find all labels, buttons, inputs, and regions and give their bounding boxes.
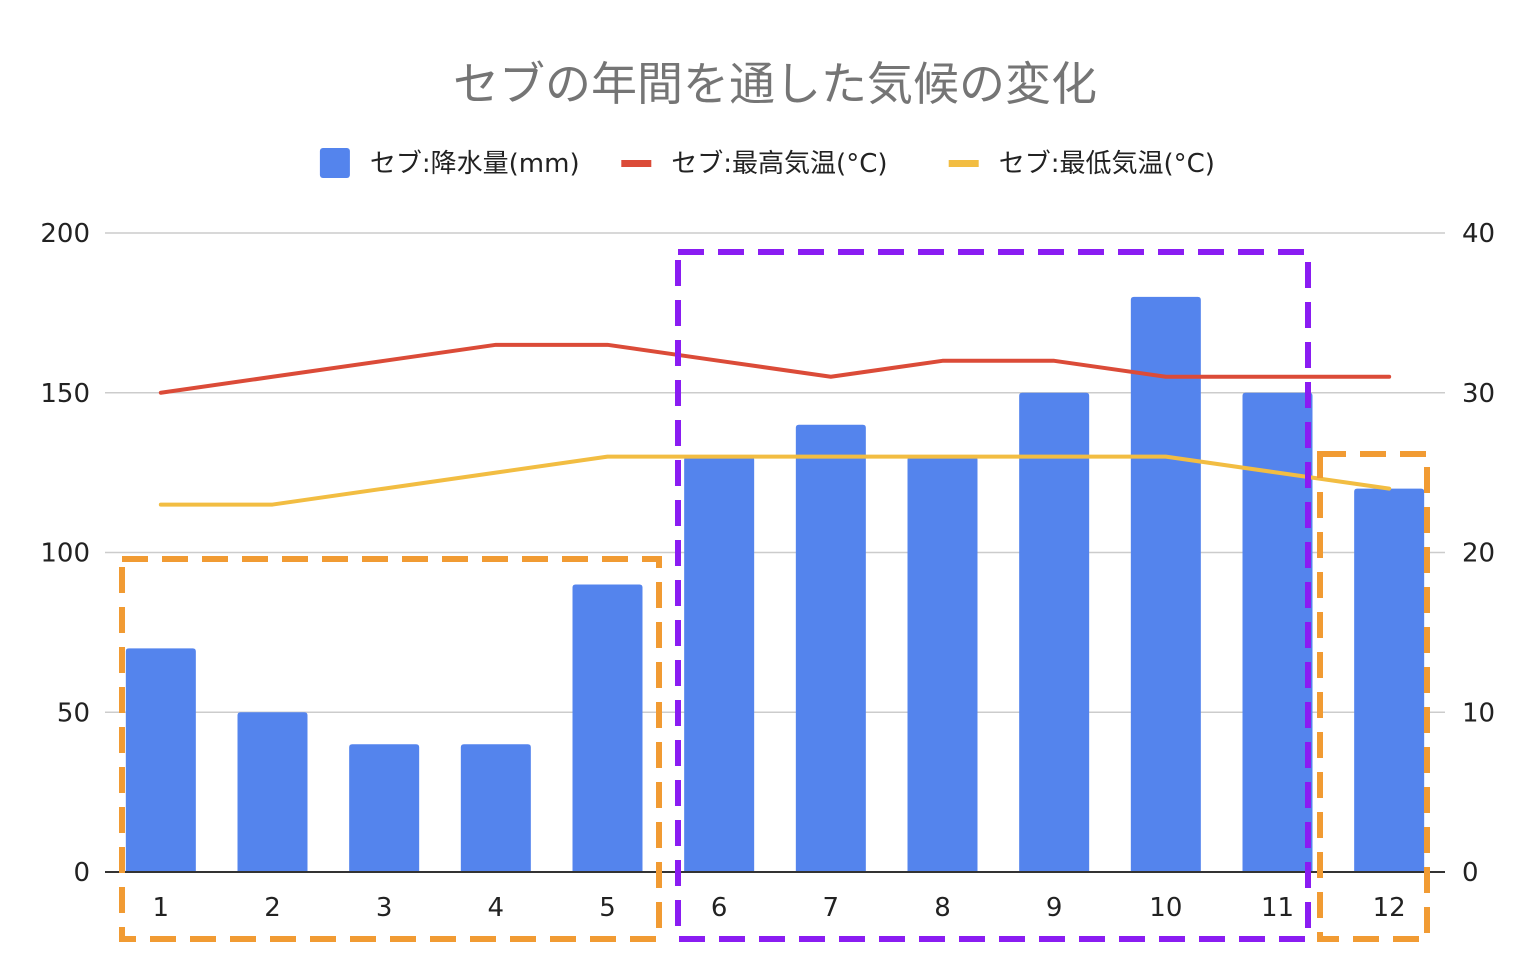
- x-tick-label: 9: [1046, 893, 1063, 923]
- line-series: [158, 342, 1392, 507]
- chart-title: セブの年間を通した気候の変化: [453, 57, 1097, 111]
- x-tick-label: 4: [488, 893, 505, 923]
- legend: セブ:降水量(mm) セブ:最高気温(°C) セブ:最低気温(°C): [319, 148, 1215, 179]
- left-tick-label: 50: [57, 698, 90, 728]
- precipitation-bar: [907, 456, 978, 872]
- legend-swatch-line: [621, 160, 652, 167]
- precipitation-bar: [237, 712, 308, 872]
- right-axis-ticks: 0 10 20 30 40: [1462, 219, 1495, 888]
- left-tick-label: 0: [73, 858, 90, 888]
- right-tick-label: 30: [1462, 379, 1495, 409]
- left-tick-label: 100: [40, 539, 90, 569]
- precipitation-bar: [125, 648, 196, 872]
- x-tick-label: 12: [1373, 893, 1406, 923]
- legend-label: セブ:降水量(mm): [370, 149, 580, 179]
- bar-series: [125, 296, 1425, 872]
- left-axis-ticks: 0 50 100 150 200: [40, 219, 90, 888]
- x-tick-label: 7: [823, 893, 840, 923]
- precipitation-bar: [1354, 488, 1425, 872]
- legend-label: セブ:最低気温(°C): [999, 149, 1215, 179]
- x-tick-label: 1: [153, 893, 170, 923]
- x-tick-label: 3: [376, 893, 393, 923]
- x-axis-ticks: 1 2 3 4 5 6 7 8 9 10 11 12: [153, 893, 1406, 923]
- min-temp-line: [158, 454, 1392, 507]
- highlight-box: [1317, 451, 1430, 942]
- x-tick-label: 5: [599, 893, 616, 923]
- precipitation-bar: [1019, 392, 1090, 872]
- right-tick-label: 0: [1462, 858, 1479, 888]
- left-tick-label: 200: [40, 219, 90, 249]
- right-tick-label: 20: [1462, 539, 1495, 569]
- precipitation-bar: [460, 744, 531, 872]
- precipitation-bar: [795, 424, 866, 872]
- x-tick-label: 8: [934, 893, 951, 923]
- gridlines: [105, 232, 1445, 713]
- left-tick-label: 150: [40, 379, 90, 409]
- precipitation-bar: [684, 456, 755, 872]
- max-temp-line: [158, 342, 1392, 395]
- x-tick-label: 6: [711, 893, 728, 923]
- highlight-boxes: [119, 249, 1430, 942]
- precipitation-bar: [349, 744, 420, 872]
- legend-swatch-line: [948, 160, 979, 167]
- right-tick-label: 10: [1462, 698, 1495, 728]
- right-tick-label: 40: [1462, 219, 1495, 249]
- legend-label: セブ:最高気温(°C): [671, 149, 887, 179]
- precipitation-bar: [1242, 392, 1313, 872]
- x-tick-label: 10: [1149, 893, 1182, 923]
- highlight-box: [119, 556, 662, 942]
- highlight-box: [675, 249, 1311, 942]
- precipitation-bar: [1130, 296, 1201, 872]
- x-tick-label: 2: [264, 893, 281, 923]
- precipitation-bar: [572, 584, 643, 872]
- x-tick-label: 11: [1261, 893, 1294, 923]
- legend-swatch-bar: [319, 148, 350, 178]
